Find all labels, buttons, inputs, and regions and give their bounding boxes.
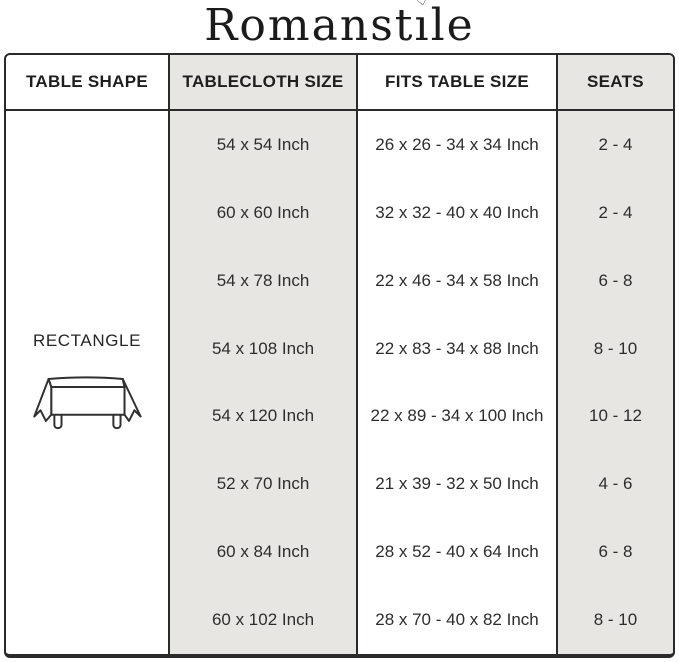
brand-logo-letter-i: ♡ ı [413,0,432,48]
seats-cell: 8 - 10 [593,338,638,358]
tablecloth-size-cell: 60 x 102 Inch [211,610,315,630]
header-seats: SEATS [558,55,673,111]
size-chart-table: TABLE SHAPE TABLECLOTH SIZE FITS TABLE S… [4,53,675,658]
fits-table-size-cell: 28 x 70 - 40 x 82 Inch [375,610,539,630]
tablecloth-size-cell: 60 x 60 Inch [216,202,310,222]
tablecloth-size-cell: 54 x 54 Inch [216,134,310,154]
column-seats: 2 - 4 2 - 4 6 - 8 8 - 10 10 - 12 4 - 6 6… [558,111,673,654]
shape-label: RECTANGLE [32,330,142,350]
header-table-shape: TABLE SHAPE [6,55,170,111]
seats-cell: 10 - 12 [589,406,642,426]
column-tablecloth-size: 54 x 54 Inch 60 x 60 Inch 54 x 78 Inch 5… [170,111,358,654]
tablecloth-size-cell: 60 x 84 Inch [216,542,310,562]
seats-cell: 8 - 10 [593,610,638,630]
brand-logo-text-post: le [430,0,475,51]
seats-cell: 4 - 6 [598,474,633,494]
brand-logo: Romanst ♡ ı le [0,0,679,52]
brand-logo-dotless-i: ı [414,0,431,51]
shape-cell: RECTANGLE [6,111,170,654]
seats-cell: 2 - 4 [598,202,633,222]
seats-cell: 6 - 8 [598,542,633,562]
header-tablecloth-size: TABLECLOTH SIZE [170,55,358,111]
fits-table-size-cell: 28 x 52 - 40 x 64 Inch [375,542,539,562]
tablecloth-size-cell: 54 x 120 Inch [211,406,315,426]
fits-table-size-cell: 21 x 39 - 32 x 50 Inch [375,474,539,494]
column-fits-table-size: 26 x 26 - 34 x 34 Inch 32 x 32 - 40 x 40… [358,111,558,654]
brand-logo-text-pre: Romanst [204,0,415,51]
fits-table-size-cell: 22 x 46 - 34 x 58 Inch [375,270,539,290]
tablecloth-size-cell: 54 x 108 Inch [211,338,315,358]
fits-table-size-cell: 26 x 26 - 34 x 34 Inch [375,134,539,154]
tablecloth-size-cell: 54 x 78 Inch [216,270,310,290]
fits-table-size-cell: 32 x 32 - 40 x 40 Inch [375,202,539,222]
tablecloth-size-cell: 52 x 70 Inch [216,474,310,494]
rectangle-tablecloth-icon [33,375,142,429]
seats-cell: 6 - 8 [598,270,633,290]
fits-table-size-cell: 22 x 83 - 34 x 88 Inch [375,338,539,358]
header-fits-table-size: FITS TABLE SIZE [358,55,558,111]
fits-table-size-cell: 22 x 89 - 34 x 100 Inch [370,406,544,426]
seats-cell: 2 - 4 [598,134,633,154]
